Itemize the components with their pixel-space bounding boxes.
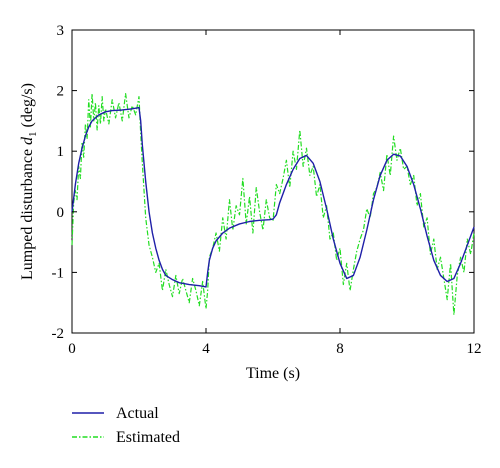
y-tick-label: 1: [57, 144, 65, 160]
x-axis-title: Time (s): [246, 365, 300, 382]
plot-frame: [71, 29, 475, 334]
x-tick-label: 8: [336, 341, 344, 357]
series-line-estimated: [71, 93, 475, 316]
legend-label-actual: Actual: [116, 405, 159, 422]
y-tick-label: -1: [52, 265, 65, 281]
series-layer: [71, 93, 475, 316]
x-tick-label: 4: [202, 341, 210, 357]
x-tick-label: 0: [68, 341, 76, 357]
y-tick-label: 0: [57, 205, 65, 221]
y-tick-label: 2: [57, 84, 65, 100]
legend-label-estimated: Estimated: [116, 429, 180, 446]
legend: Actual Estimated: [72, 405, 180, 446]
y-axis-title-var: d: [19, 136, 36, 145]
y-tick-label: 3: [57, 23, 65, 39]
y-axis-title-unit: (deg/s): [19, 83, 36, 131]
x-tick-label: 12: [467, 341, 482, 357]
y-axis-title: Lumped disturbance d1 (deg/s): [19, 83, 39, 280]
y-axis-title-sub: 1: [27, 131, 39, 137]
y-tick-label: -2: [52, 326, 65, 342]
series-line-actual: [71, 106, 475, 288]
y-axis-title-main: Lumped disturbance: [19, 145, 36, 280]
